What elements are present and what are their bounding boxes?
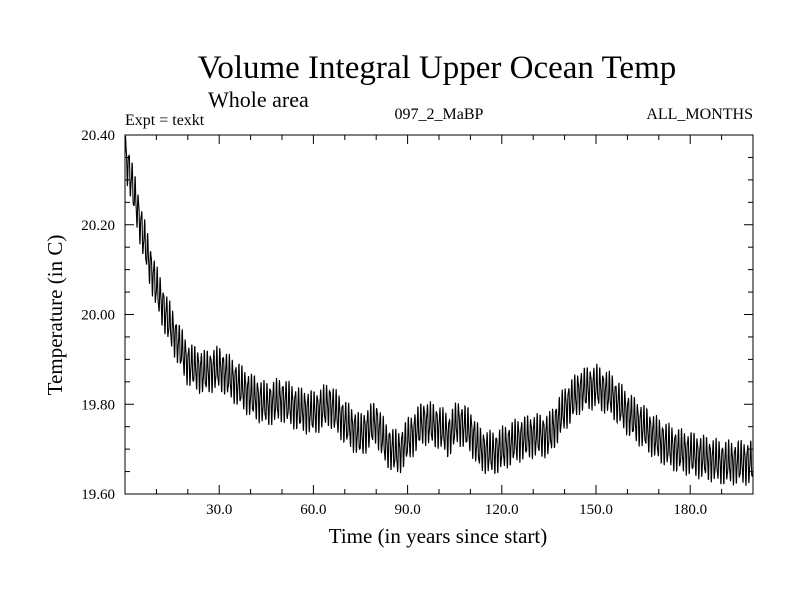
header-center-label: 097_2_MaBP [395,106,484,123]
x-tick-label: 120.0 [485,502,519,518]
x-axis-ticks: 30.0 60.0 90.0 120.0 150.0 180.0 [155,135,723,518]
x-tick-label: 30.0 [206,502,232,518]
temperature-series-line [124,135,754,486]
x-tick-label: 60.0 [300,502,326,518]
y-tick-label: 19.60 [81,487,115,503]
y-tick-label: 20.00 [81,308,115,324]
header-left-label: Expt = texkt [125,112,205,129]
chart-title: Volume Integral Upper Ocean Temp [198,50,676,86]
y-tick-label: 19.80 [81,397,115,413]
series-layer [124,135,754,486]
x-tick-label: 150.0 [579,502,613,518]
x-tick-label: 90.0 [394,502,420,518]
y-axis-label: Temperature (in C) [43,235,67,396]
x-axis-label: Time (in years since start) [329,524,548,548]
header-right-label: ALL_MONTHS [646,106,753,123]
x-tick-label: 180.0 [673,502,707,518]
y-axis-ticks: 19.60 19.80 20.00 20.20 20.40 [81,128,753,503]
y-tick-label: 20.20 [81,218,115,234]
y-tick-label: 20.40 [81,128,115,144]
chart-subtitle: Whole area [208,87,309,112]
